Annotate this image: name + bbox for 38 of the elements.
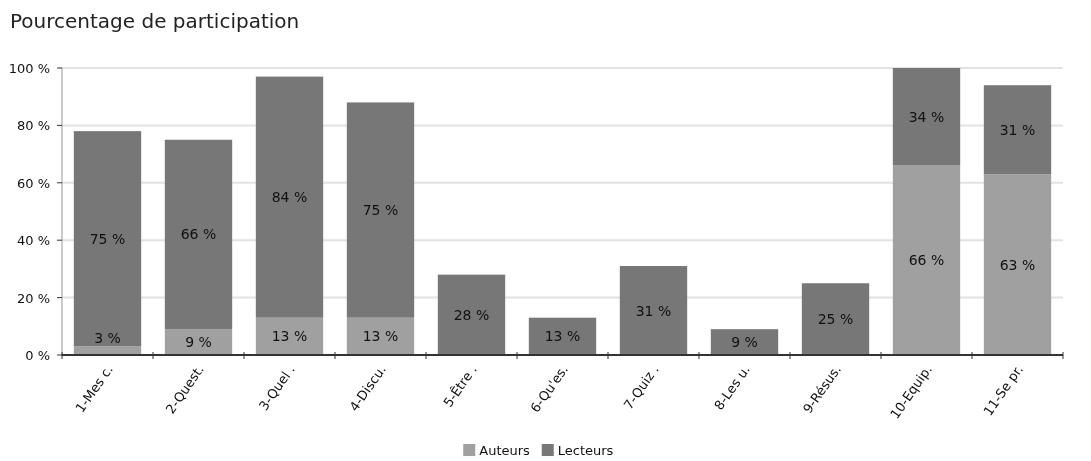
bar: [255, 76, 324, 318]
data-label: 9 %: [185, 334, 212, 351]
data-label: 31 %: [999, 121, 1036, 138]
data-label: 13 %: [544, 328, 581, 345]
data-label: 66 %: [180, 226, 217, 243]
bar: [346, 102, 415, 318]
bar: [73, 131, 142, 347]
y-tick-label: 60 %: [16, 175, 50, 191]
legend-label: Lecteurs: [557, 443, 614, 458]
bar: [437, 274, 506, 355]
y-tick-label: 20 %: [16, 290, 50, 306]
legend-label: Auteurs: [479, 443, 531, 458]
bar: [892, 165, 961, 355]
data-label: 75 %: [89, 230, 126, 247]
data-label: 31 %: [635, 302, 672, 319]
bar: [801, 283, 870, 355]
data-label: 25 %: [817, 311, 854, 328]
bar: [983, 174, 1052, 355]
bar: [73, 346, 142, 355]
data-label: 13 %: [271, 328, 308, 345]
bar: [892, 68, 961, 166]
bar: [164, 139, 233, 330]
data-label: 84 %: [271, 189, 308, 206]
y-tick-label: 80 %: [16, 118, 50, 134]
data-label: 66 %: [908, 252, 945, 269]
data-label: 75 %: [362, 202, 399, 219]
data-label: 63 %: [999, 256, 1036, 273]
data-label: 13 %: [362, 328, 399, 345]
y-tick-label: 0 %: [25, 348, 50, 363]
bar: [619, 266, 688, 355]
data-label: 9 %: [731, 334, 758, 351]
chart-title: Pourcentage de participation: [10, 9, 300, 33]
data-label: 28 %: [453, 306, 490, 323]
data-label: 34 %: [908, 108, 945, 125]
y-tick-label: 100 %: [8, 61, 50, 76]
data-label: 3 %: [94, 330, 121, 347]
y-tick-label: 40 %: [16, 233, 50, 249]
bar: [983, 85, 1052, 175]
